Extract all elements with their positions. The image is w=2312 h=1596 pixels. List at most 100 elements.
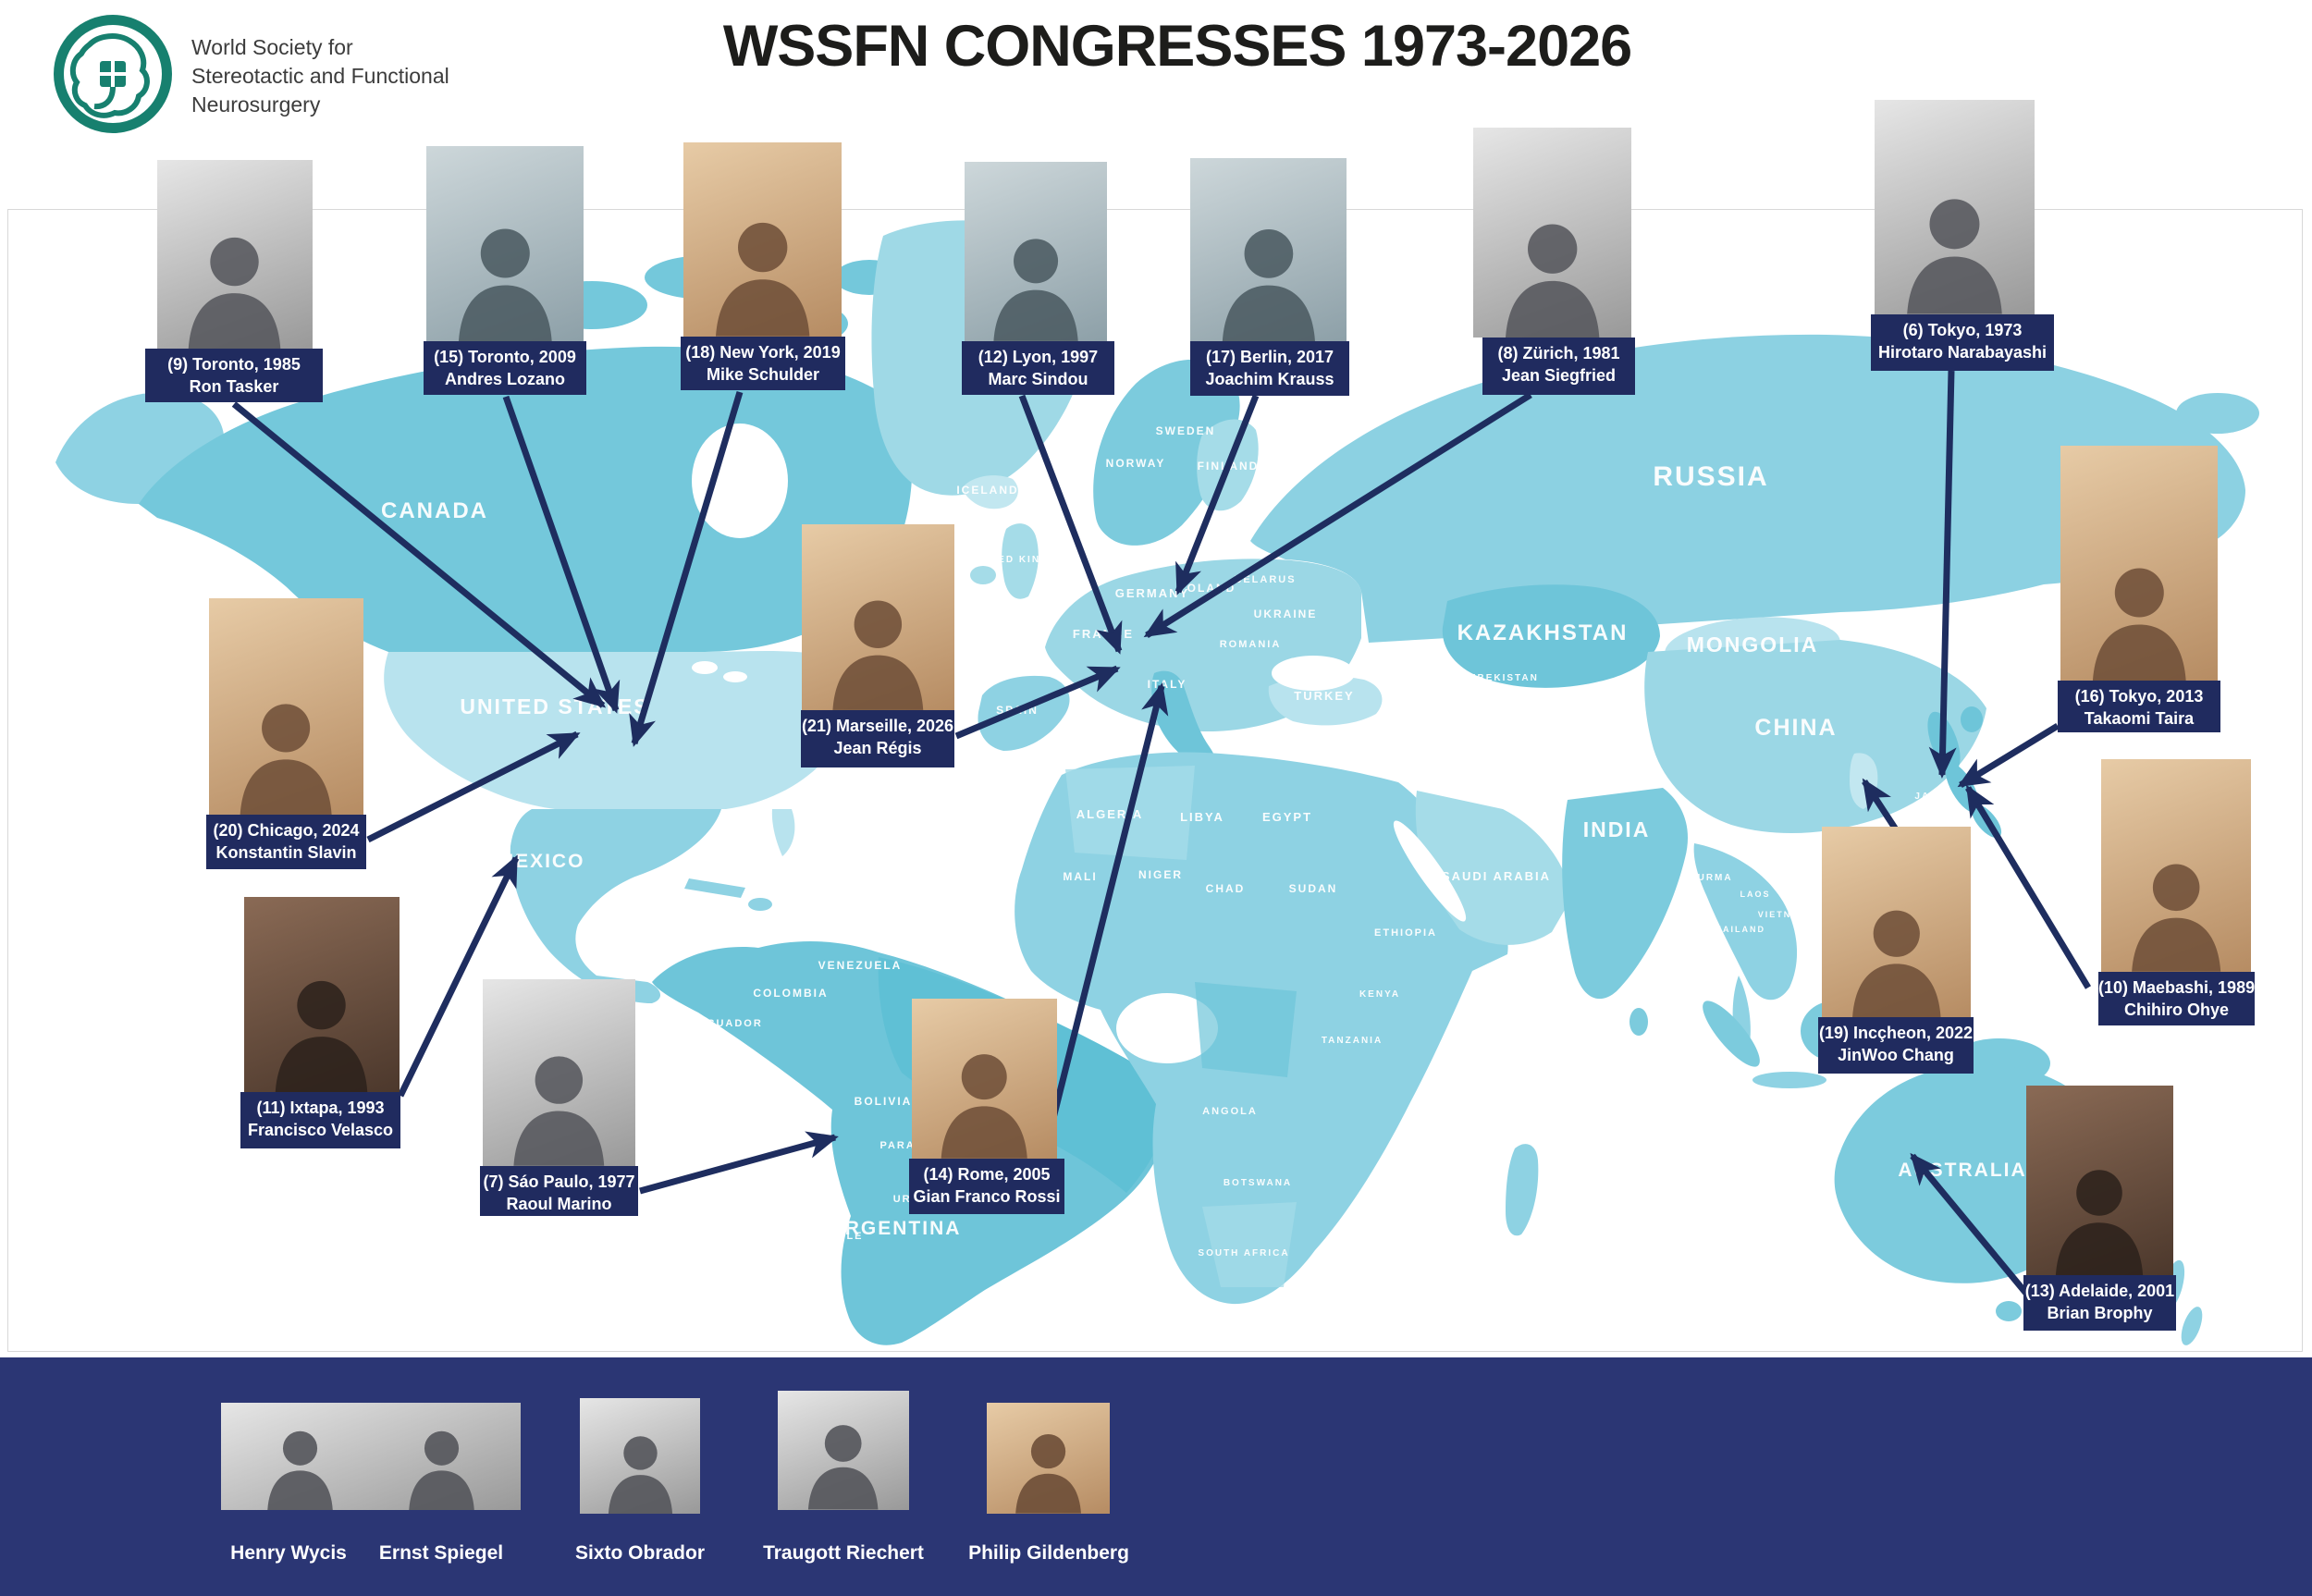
person-silhouette-icon [1505,224,1600,338]
person-silhouette-icon [1907,199,2002,314]
congress-photo-tokyo-2013 [2060,446,2218,681]
congress-city-year: (18) New York, 2019 [685,343,841,362]
congress-president-name: JinWoo Chang [1838,1046,1954,1064]
congress-photo-toronto-2009 [426,146,584,341]
congress-label-incheon-2022: (19) Incçheon, 2022 JinWoo Chang [1818,1017,1974,1074]
person-silhouette-icon [1015,1434,1081,1514]
congress-photo-ixtapa-1993 [244,897,400,1092]
founder-name: Philip Gildenberg [968,1542,1129,1564]
congress-photo-toronto-1985 [157,160,313,349]
congress-president-name: Jean Régis [833,739,922,757]
person-silhouette-icon [808,1425,879,1510]
person-silhouette-icon [1851,910,1941,1017]
congress-president-name: Gian Franco Rossi [913,1187,1061,1206]
founder-photo-obrador [580,1398,700,1514]
congress-photo-chicago-2024 [209,598,363,815]
congress-photo-tokyo-1973 [1875,100,2035,314]
congress-photo-incheon-2022 [1822,827,1971,1017]
founder-name: Sixto Obrador [574,1542,706,1564]
person-silhouette-icon [513,1056,605,1166]
congress-president-name: Andres Lozano [444,370,565,388]
person-silhouette-icon [715,223,810,337]
congress-city-year: (20) Chicago, 2024 [213,821,360,840]
congress-city-year: (11) Ixtapa, 1993 [256,1099,385,1117]
founder-name: Traugott Riechert [763,1542,924,1564]
congress-label-new-york-2019: (18) New York, 2019 Mike Schulder [681,337,845,390]
congress-city-year: (12) Lyon, 1997 [978,348,1099,366]
founder-photo-gildenberg [987,1403,1110,1514]
person-silhouette-icon [993,239,1078,341]
org-name-line: Neurosurgery [191,92,321,117]
congress-label-marseille-2026: (21) Marseille, 2026 Jean Régis [801,710,954,767]
person-silhouette-icon [189,237,281,349]
congress-president-name: Francisco Velasco [247,1121,394,1139]
org-name-line: Stereotactic and Functional [191,64,449,88]
person-silhouette-icon [276,980,368,1092]
congress-label-tokyo-2013: (16) Tokyo, 2013 Takaomi Taira [2058,681,2220,732]
founder-photo-riechert [778,1391,909,1510]
congress-president-name: Mike Schulder [706,365,820,384]
congress-photo-maebashi-1989 [2101,759,2251,972]
congress-president-name: Konstantin Slavin [215,843,357,862]
congress-president-name: Jean Siegfried [1501,366,1617,385]
congress-label-zurich-1981: (8) Zürich, 1981 Jean Siegfried [1482,338,1635,395]
congress-city-year: (9) Toronto, 1985 [167,355,301,374]
org-name: World Society for Stereotactic and Functi… [191,33,449,119]
congress-photo-new-york-2019 [683,142,842,337]
congress-label-rome-2005: (14) Rome, 2005 Gian Franco Rossi [909,1159,1064,1214]
congress-photo-adelaide-2001 [2026,1086,2173,1275]
congress-label-toronto-2009: (15) Toronto, 2009 Andres Lozano [424,341,586,395]
congress-photo-rome-2005 [912,999,1057,1159]
person-silhouette-icon [409,1430,474,1510]
congress-label-maebashi-1989: (10) Maebashi, 1989 Chihiro Ohye [2098,972,2256,1025]
congress-label-toronto-1985: (9) Toronto, 1985 Ron Tasker [145,349,323,402]
person-silhouette-icon [1222,228,1315,341]
person-silhouette-icon [2056,1169,2144,1275]
page-title: WSSFN CONGRESSES 1973-2026 [722,14,1632,79]
congress-city-year: (16) Tokyo, 2013 [2074,687,2204,706]
person-silhouette-icon [608,1436,672,1514]
person-silhouette-icon [2131,864,2221,972]
congress-label-adelaide-2001: (13) Adelaide, 2001 Brian Brophy [2023,1275,2176,1331]
founder-photo-wycis-spiegel [221,1403,521,1510]
person-silhouette-icon [2092,568,2186,681]
person-silhouette-icon [941,1054,1028,1159]
person-silhouette-icon [458,228,552,341]
congress-label-sao-paulo-1977: (7) Sáo Paulo, 1977 Raoul Marino [480,1166,638,1216]
congress-label-tokyo-1973: (6) Tokyo, 1973 Hirotaro Narabayashi [1871,314,2054,371]
congress-president-name: Marc Sindou [988,370,1088,388]
congress-city-year: (8) Zürich, 1981 [1497,344,1620,362]
congress-label-ixtapa-1993: (11) Ixtapa, 1993 Francisco Velasco [240,1092,400,1148]
person-silhouette-icon [267,1430,333,1510]
congress-president-name: Joachim Krauss [1205,370,1334,388]
congress-photo-zurich-1981 [1473,128,1631,338]
congress-city-year: (7) Sáo Paulo, 1977 [483,1172,635,1191]
founder-name: Ernst Spiegel [378,1542,504,1564]
congress-president-name: Chihiro Ohye [2124,1001,2230,1019]
congress-city-year: (13) Adelaide, 2001 [2024,1282,2175,1300]
congress-label-lyon-1997: (12) Lyon, 1997 Marc Sindou [962,341,1114,395]
person-silhouette-icon [832,600,924,710]
congress-photo-marseille-2026 [802,524,954,710]
congress-label-chicago-2024: (20) Chicago, 2024 Konstantin Slavin [206,815,366,869]
congress-city-year: (14) Rome, 2005 [923,1165,1051,1184]
congress-city-year: (10) Maebashi, 1989 [2098,978,2256,997]
congress-city-year: (17) Berlin, 2017 [1205,348,1334,366]
person-silhouette-icon [240,704,332,815]
congress-city-year: (6) Tokyo, 1973 [1902,321,2023,339]
wssfn-logo-icon [54,15,172,133]
congress-president-name: Raoul Marino [506,1195,612,1213]
founder-name: Henry Wycis [230,1542,347,1564]
congress-city-year: (21) Marseille, 2026 [801,717,954,735]
congress-label-berlin-2017: (17) Berlin, 2017 Joachim Krauss [1190,341,1349,396]
congress-president-name: Hirotaro Narabayashi [1877,343,2048,362]
congress-president-name: Brian Brophy [2047,1304,2153,1322]
congress-president-name: Takaomi Taira [2084,709,2195,728]
congress-president-name: Ron Tasker [189,377,279,396]
congress-photo-berlin-2017 [1190,158,1347,341]
congress-city-year: (19) Incçheon, 2022 [1818,1024,1974,1042]
congress-city-year: (15) Toronto, 2009 [434,348,576,366]
congress-photo-lyon-1997 [965,162,1107,341]
org-name-line: World Society for [191,35,353,59]
